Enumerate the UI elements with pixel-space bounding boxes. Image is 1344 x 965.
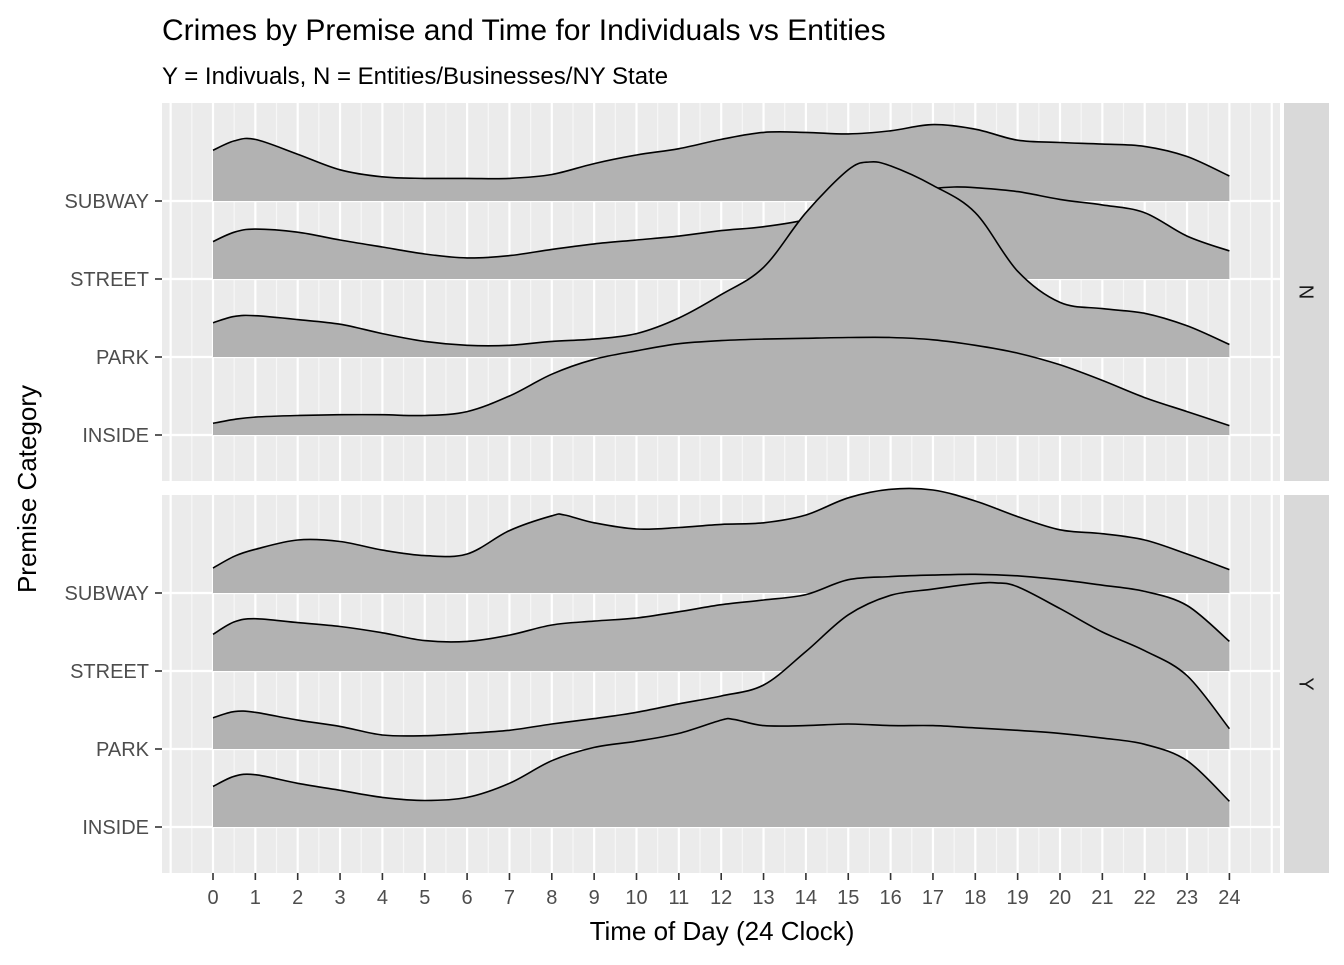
facet-strip — [1284, 103, 1329, 481]
chart-subtitle: Y = Indivuals, N = Entities/Businesses/N… — [162, 63, 668, 90]
x-tick-label: 23 — [1176, 887, 1198, 909]
x-tick-label: 24 — [1218, 887, 1240, 909]
x-tick-label: 13 — [752, 887, 774, 909]
facet-panel-y: INSIDE PARK STREET SUBWAY Y — [65, 487, 1329, 873]
x-tick-label: 14 — [795, 887, 817, 909]
chart-title: Crimes by Premise and Time for Individua… — [162, 14, 886, 47]
x-tick-label: 20 — [1049, 887, 1071, 909]
x-tick-label: 19 — [1007, 887, 1029, 909]
x-axis-title: Time of Day (24 Clock) — [590, 916, 855, 946]
ridge-y-inside — [212, 717, 1230, 827]
y-axis-title: Premise Category — [12, 385, 42, 593]
y-tick-label: SUBWAY — [65, 191, 149, 213]
x-tick-label: 3 — [334, 887, 345, 909]
ridge-area — [213, 124, 1230, 201]
x-tick-label: 15 — [837, 887, 859, 909]
y-tick-label: SUBWAY — [65, 583, 149, 605]
x-tick-label: 16 — [879, 887, 901, 909]
x-tick-label: 22 — [1134, 887, 1156, 909]
ridge-outline — [212, 487, 1230, 571]
y-tick-label: PARK — [96, 739, 150, 761]
ridge-area — [213, 718, 1230, 827]
x-tick-label: 7 — [504, 887, 515, 909]
ridge-n-subway — [212, 123, 1230, 201]
ridge-area — [213, 337, 1230, 435]
x-tick-label: 2 — [292, 887, 303, 909]
ridge-outline — [212, 160, 1230, 347]
ridge-n-inside — [212, 336, 1230, 435]
facet-panel-n: INSIDE PARK STREET SUBWAY N — [65, 103, 1329, 481]
ridge-outline — [212, 186, 1230, 259]
x-tick-label: 17 — [922, 887, 944, 909]
ridge-n-park — [212, 160, 1230, 357]
ridge-area — [213, 488, 1230, 593]
x-tick-label: 4 — [377, 887, 388, 909]
x-tick-label: 8 — [546, 887, 557, 909]
ridge-outline — [212, 581, 1231, 737]
facet-panels: INSIDE PARK STREET SUBWAY N INSIDE PARK STREET S… — [65, 103, 1329, 873]
ridge-area — [213, 582, 1230, 749]
y-tick-label: PARK — [96, 347, 150, 369]
x-tick-label: 1 — [250, 887, 261, 909]
y-tick-label: INSIDE — [82, 425, 149, 447]
facet-strip-label: N — [1295, 285, 1317, 299]
x-tick-label: 5 — [419, 887, 430, 909]
x-tick-label: 21 — [1091, 887, 1113, 909]
x-tick-label: 18 — [964, 887, 986, 909]
x-tick-label: 9 — [589, 887, 600, 909]
x-tick-label: 12 — [710, 887, 732, 909]
x-tick-label: 11 — [668, 887, 689, 909]
y-tick-label: INSIDE — [82, 817, 149, 839]
ridge-outline — [212, 336, 1230, 427]
x-tick-label: 6 — [462, 887, 473, 909]
ridge-outline — [212, 123, 1230, 180]
ridge-y-park — [212, 581, 1231, 749]
ridge-outline — [212, 573, 1230, 643]
x-axis: 0 1 2 3 4 5 6 7 8 9 10 11 12 13 14 15 16 17 18 19 20 21 22 23 24 — [207, 873, 1241, 909]
y-tick-label: STREET — [70, 269, 149, 291]
ridge-outline — [212, 717, 1230, 802]
x-tick-label: 0 — [207, 887, 218, 909]
y-tick-label: STREET — [70, 661, 149, 683]
ridge-area — [213, 161, 1230, 357]
x-tick-label: 10 — [625, 887, 647, 909]
facet-strip — [1284, 495, 1329, 873]
ridge-y-subway — [212, 487, 1230, 593]
facet-strip-label: Y — [1295, 677, 1317, 690]
